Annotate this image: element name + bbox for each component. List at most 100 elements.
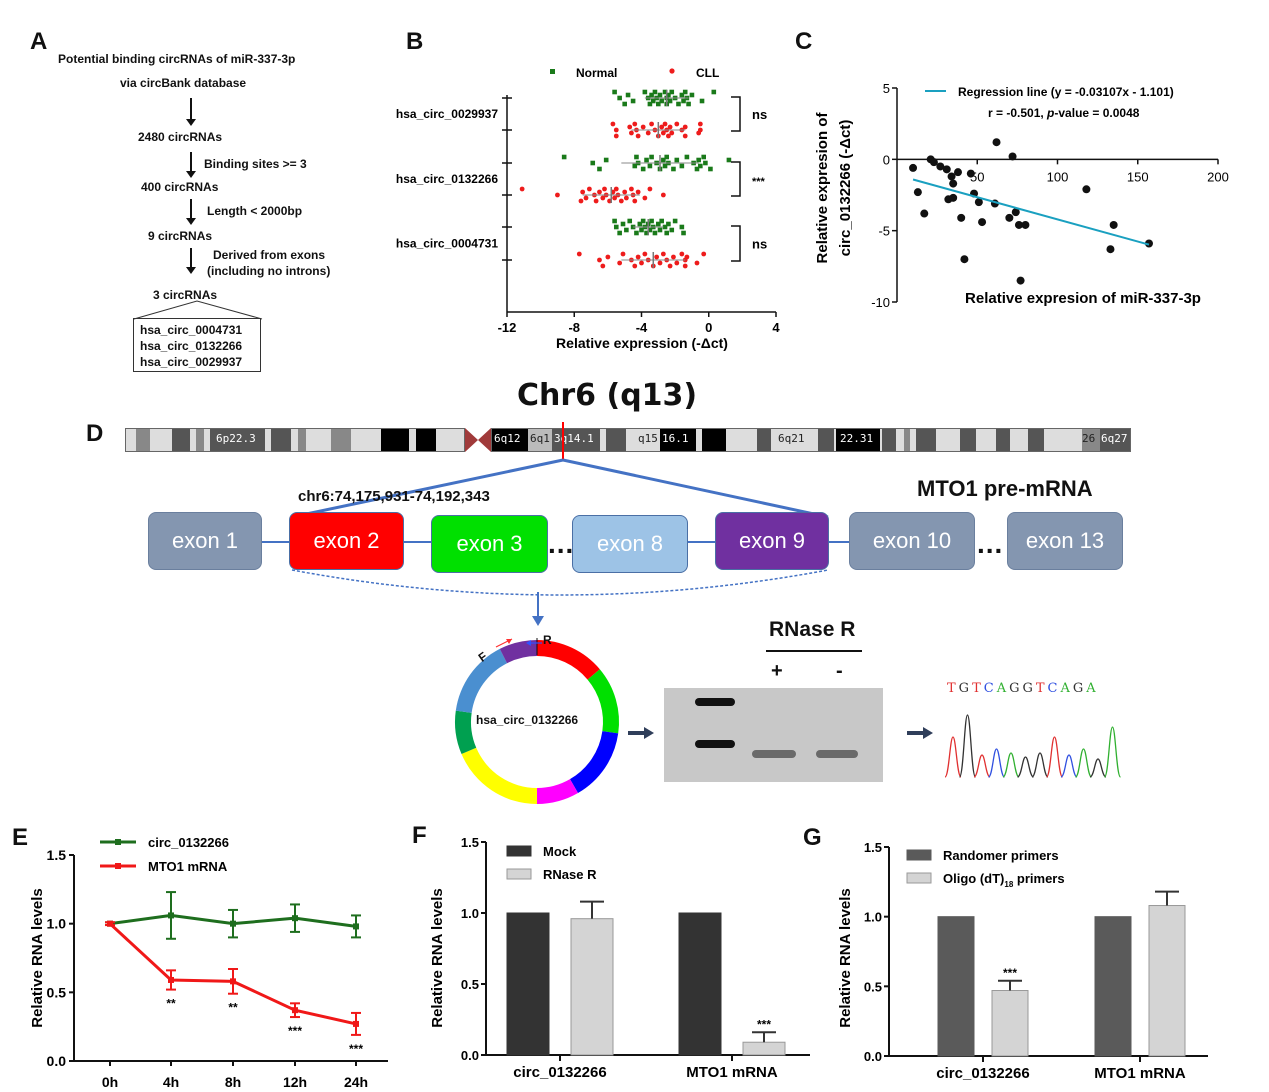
x-tick-label: 12h [283,1074,307,1090]
band-label: 6q12 [494,432,521,445]
data-point-normal [696,157,701,163]
data-point-normal [590,160,596,166]
chromatogram-peak [958,714,977,778]
circrna-ring [455,638,619,804]
y-tick-label: 1.0 [461,906,479,921]
data-point-cll [671,254,676,260]
flow-bracket [133,300,263,320]
data-point-normal [649,92,654,98]
significance-label: ** [166,997,176,1011]
x-tick-label: circ_0132266 [513,1064,606,1081]
significance-label: *** [288,1024,302,1038]
data-point-normal [650,98,656,104]
data-point-normal [627,218,633,224]
data-point-normal [701,154,707,160]
group-label: hsa_circ_0004731 [396,237,498,251]
data-point [168,976,174,983]
gel-lane-label-minus: - [836,660,843,682]
chart-f: 0.0 0.5 1.0 1.5 Relative RNA levels circ_0132… [429,835,810,1081]
data-point-cll [669,130,675,136]
data-point [292,915,298,922]
data-point-cll [642,251,648,257]
y-tick-label: 5 [883,81,890,96]
data-point-cll [620,251,626,257]
data-point-normal [672,218,678,224]
sequence-base: G [1072,681,1087,696]
data-point-normal [682,89,688,95]
data-point [978,218,987,227]
sequence-letters: TGTCAGGTCAGA [947,681,1099,696]
data-point-normal [662,89,668,95]
arrow-head [526,640,531,646]
data-point [1005,213,1014,222]
data-point-normal [661,157,666,163]
flow-count-4: 3 circRNAs [153,288,218,302]
legend-name: Randomer primers [943,848,1059,863]
significance-bracket [731,96,741,132]
bar [742,1041,786,1056]
panel-letter-f: F [412,822,427,849]
zoom-line-right [562,458,829,519]
data-point-normal [647,227,653,233]
y-tick-label: -10 [871,295,890,310]
circrna-segment [499,640,537,664]
panel-letter-e: E [12,824,29,851]
data-point [953,168,962,177]
bar [1094,916,1132,1057]
x-tick-label: -4 [636,320,648,335]
data-point [949,193,958,202]
data-point-normal [726,157,732,163]
legend-marker-normal [550,69,555,74]
significance-bracket [731,161,741,197]
data-point-cll [645,130,651,136]
flow-title-line2: via circBank database [120,76,247,90]
chromatogram-peak [945,736,962,778]
data-point-normal [659,218,664,224]
bar [678,912,722,1056]
final-circrna-item: hsa_circ_0029937 [140,355,243,369]
exon-8: exon 8 [572,515,688,573]
band-label: 6q21 [778,432,805,445]
sequence-base: A [996,681,1010,696]
gel-title-underline [766,650,862,652]
data-point-cll [639,260,644,266]
data-point-normal [652,230,658,236]
x-tick-label: 4h [163,1074,179,1090]
data-point [1008,152,1017,161]
p-value: -value = 0.0048 [1054,106,1139,120]
significance-label: *** [757,1017,771,1031]
data-point-normal [630,98,636,104]
data-point-normal [637,221,643,227]
data-point-normal [676,101,681,107]
data-point-normal [640,166,646,172]
x-tick-label: 4 [772,320,780,335]
data-point [949,179,958,188]
data-point-cll [660,130,666,136]
chromatogram-peak [1103,726,1122,778]
circrna-segment [461,747,537,804]
data-point-normal [681,230,686,236]
flow-arrow-icon [186,199,196,225]
data-point-normal [679,92,685,98]
data-point-normal [634,230,639,236]
data-point [992,138,1001,147]
data-point-cll [667,124,673,130]
data-point-normal [656,221,661,227]
data-point-cll [605,254,611,260]
data-point-cll [618,198,624,204]
data-point-cll [583,195,589,201]
data-point-cll [682,263,688,269]
data-point-normal [612,89,617,95]
data-point-cll [635,254,641,260]
data-point-normal [652,89,658,95]
y-tick-label: 1.0 [47,916,67,932]
data-point-cll [613,127,619,133]
data-point-normal [699,98,705,104]
data-point-cll [697,121,703,127]
x-axis-label: Relative expression (-Δct) [556,335,728,351]
arrow-head [506,639,512,644]
x-tick-label: 0 [705,320,712,335]
data-point-cll [632,263,638,269]
data-point-normal [694,166,700,172]
data-point-cll [617,260,623,266]
